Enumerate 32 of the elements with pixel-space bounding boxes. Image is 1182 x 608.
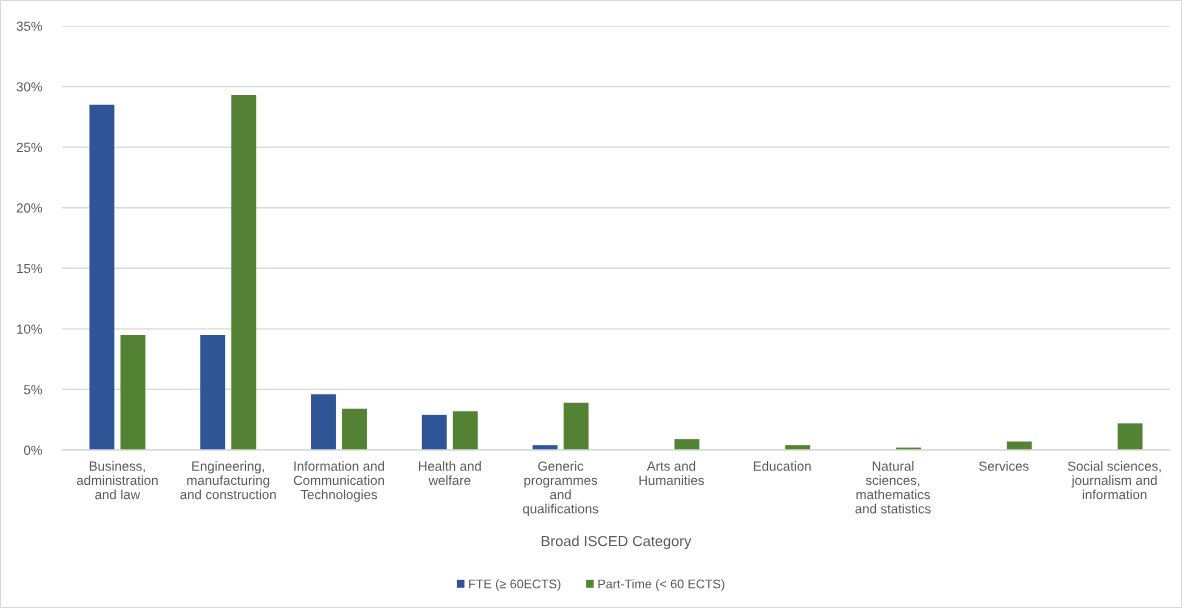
x-tick-label: Social sciences, journalism and information	[1067, 461, 1161, 500]
x-tick-label: Health and welfare	[418, 461, 481, 486]
x-tick-label: Information and Communication Technologies	[293, 461, 384, 502]
bar	[200, 334, 226, 450]
y-tick-label: 35%	[16, 21, 43, 31]
x-tick-label: Education	[753, 461, 811, 471]
y-tick-label: 25%	[16, 142, 43, 153]
legend-label: Part-Time (< 60 ECTS)	[598, 579, 725, 591]
x-tick-label: Business, administration and law	[76, 461, 158, 500]
y-tick-label: 20%	[16, 203, 43, 213]
x-tick-label: Generic programmes and qualifications	[523, 461, 599, 517]
y-tick-label: 10%	[17, 324, 43, 334]
y-tick-label: 0%	[24, 445, 43, 455]
x-axis-title: Broad ISCED Category	[541, 535, 692, 550]
bar	[342, 408, 367, 450]
y-tick-label: 5%	[24, 385, 43, 395]
bar	[563, 402, 589, 450]
x-tick-label: Services	[979, 461, 1029, 471]
bar	[311, 394, 336, 450]
bar	[89, 104, 115, 450]
bar	[674, 439, 700, 450]
y-tick-label: 15%	[17, 263, 43, 274]
bar	[452, 411, 478, 450]
x-tick-label: Arts and Humanities	[639, 461, 704, 486]
legend-label: FTE (≥ 60ECTS)	[469, 579, 561, 591]
bar	[421, 414, 447, 450]
y-tick-label: 30%	[16, 82, 43, 92]
x-tick-label: Engineering, manufacturing and construction	[180, 461, 276, 500]
bar	[120, 334, 146, 450]
x-tick-label: Natural sciences, mathematics and statistics	[855, 461, 931, 514]
bar	[1117, 423, 1143, 450]
bar	[231, 95, 257, 450]
